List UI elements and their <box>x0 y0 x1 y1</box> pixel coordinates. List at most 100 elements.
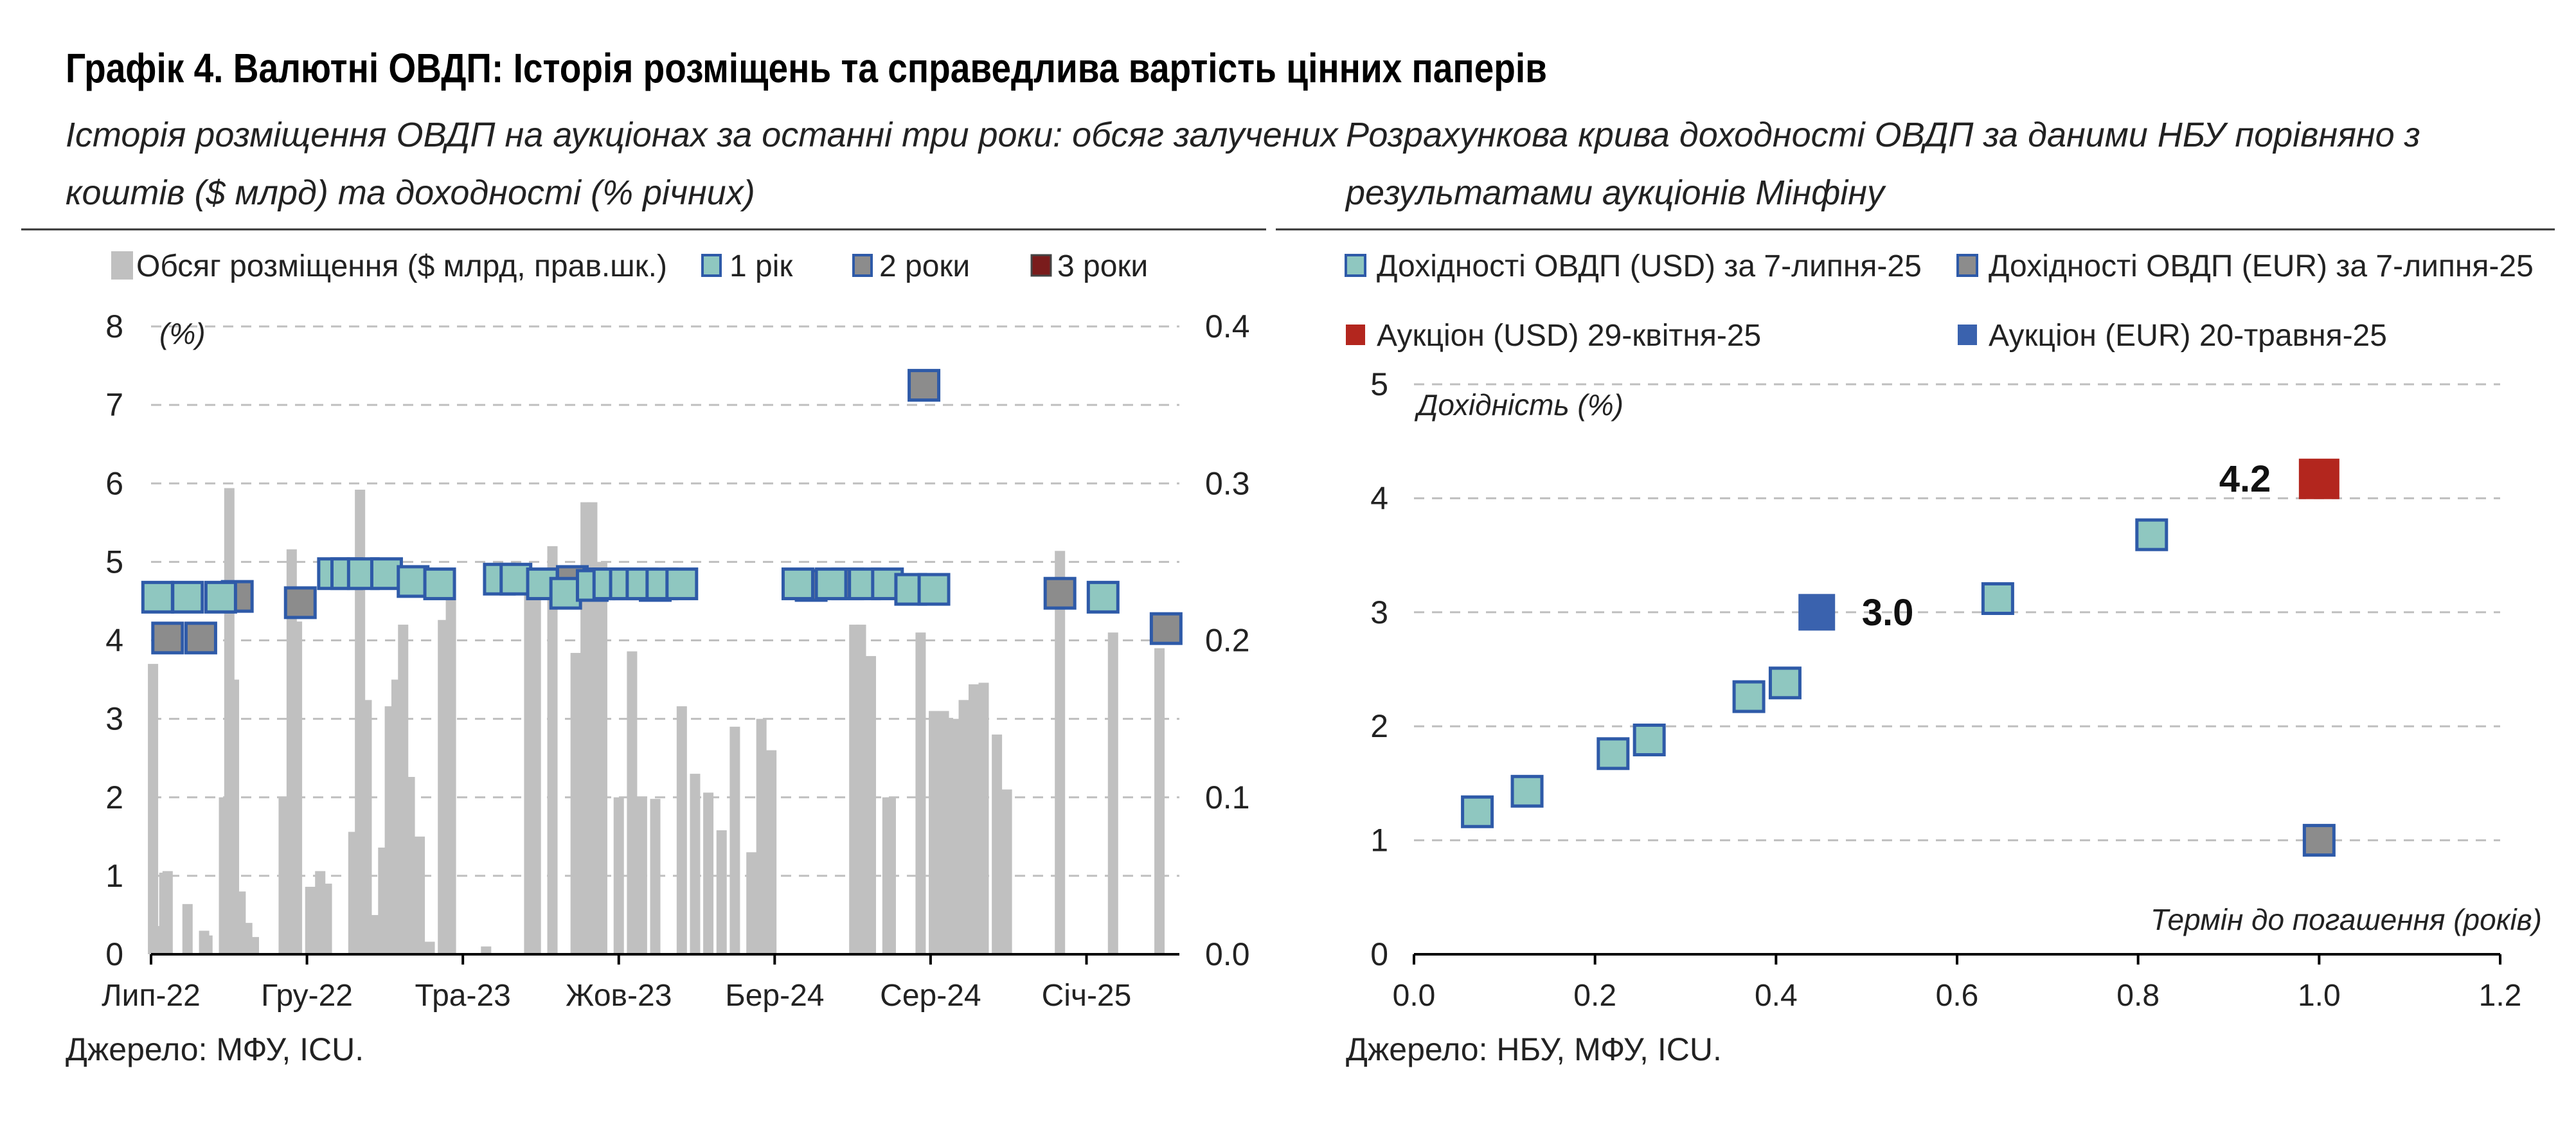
marker-2y <box>1149 612 1183 645</box>
volume-bar <box>949 718 960 954</box>
volume-bar <box>992 735 1003 954</box>
right-source: Джерело: НБУ, МФУ, ICU. <box>1346 1031 1722 1067</box>
right-y-tick-label: 0.2 <box>1205 623 1250 659</box>
volume-bar <box>361 700 372 954</box>
volume-bar <box>613 797 624 954</box>
right-x-tick-label: 0.4 <box>1755 979 1798 1013</box>
volume-bar <box>445 569 456 954</box>
volume-bar <box>404 776 415 954</box>
left-chart-title-line2: коштів ($ млрд) та доходності (% річних) <box>66 174 755 212</box>
left-x-tick-label: Жов-23 <box>566 979 672 1013</box>
left-x-tick-label: Бер-24 <box>725 979 824 1013</box>
volume-bar <box>587 502 598 954</box>
left-y-unit-label: (%) <box>159 317 206 350</box>
marker-usd-curve <box>1981 582 2014 616</box>
volume-bar <box>855 625 866 954</box>
left-y-tick-label: 7 <box>105 387 123 423</box>
left-y-tick-label: 2 <box>105 779 123 815</box>
marker-eur-auction <box>1798 594 1836 631</box>
volume-bar <box>182 904 193 954</box>
left-x-tick-label: Гру-22 <box>261 979 353 1013</box>
volume-bar <box>915 632 926 954</box>
volume-bar <box>627 651 638 954</box>
marker-usd-curve <box>1768 666 1802 700</box>
right-x-axis-label: Термін до погашення (років) <box>2151 903 2542 936</box>
volume-bar <box>703 792 714 954</box>
legend-label-usd-curve: Дохідності ОВДП (USD) за 7-липня-25 <box>1377 249 1922 283</box>
volume-bar <box>438 619 449 954</box>
volume-bar <box>229 679 240 954</box>
right-x-tick-label: 0.0 <box>1393 979 1436 1013</box>
legend-swatch-eur-curve <box>1956 254 1978 277</box>
volume-bar <box>650 799 661 954</box>
volume-bar <box>424 941 435 954</box>
right-y-tick-label: 3 <box>1370 594 1388 630</box>
legend-swatch-usd-curve <box>1345 254 1366 277</box>
left-x-tick-label: Сер-24 <box>880 979 981 1013</box>
volume-bar <box>766 750 777 954</box>
marker-eur-curve <box>2302 824 2336 857</box>
data-label-usd-auction: 4.2 <box>2219 458 2271 500</box>
right-y-tick-label: 4 <box>1370 480 1388 516</box>
right-y-tick-label: 0.4 <box>1205 308 1250 344</box>
right-y-tick-label: 2 <box>1370 708 1388 744</box>
legend-swatch-3y <box>1030 254 1052 277</box>
right-x-tick-label: 1.2 <box>2479 979 2522 1013</box>
volume-bar <box>746 852 757 954</box>
right-y-tick-label: 0.0 <box>1205 936 1250 972</box>
volume-bar <box>1055 551 1066 954</box>
volume-bar <box>570 653 581 954</box>
volume-bar <box>958 700 969 954</box>
volume-bar <box>368 914 379 954</box>
legend-swatch-eur-auction <box>1958 325 1977 345</box>
right-legend: Дохідності ОВДП (USD) за 7-липня-25 Дохід… <box>1345 249 2534 353</box>
left-x-tick-label: Січ-25 <box>1042 979 1132 1013</box>
marker-usd-auction <box>2298 458 2339 499</box>
right-plot: 0.0 0.2 0.4 0.6 0.8 1.0 1.2 0 1 2 3 4 5 Дохідність (%… <box>1370 366 2542 1013</box>
volume-bar <box>978 682 989 954</box>
volume-bar <box>278 797 289 954</box>
legend-swatch-usd-auction <box>1346 325 1365 345</box>
volume-bar <box>1107 632 1118 954</box>
legend-label-eur-curve: Дохідності ОВДП (EUR) за 7-липня-25 <box>1989 249 2534 283</box>
right-y-tick-label: 0 <box>1370 936 1388 972</box>
right-x-tick-label: 0.2 <box>1573 979 1616 1013</box>
legend-label-eur-auction: Аукціон (EUR) 20-травня-25 <box>1989 319 2387 353</box>
right-y-tick-label: 0.3 <box>1205 465 1250 501</box>
volume-bar <box>636 797 647 954</box>
volume-bar <box>292 621 303 954</box>
legend-swatch-volume <box>111 251 133 280</box>
left-source: Джерело: МФУ, ICU. <box>66 1031 364 1067</box>
volume-bar <box>547 546 558 954</box>
volume-bar <box>481 946 492 954</box>
right-x-tick-label: 0.6 <box>1936 979 1979 1013</box>
volume-bar <box>885 797 896 954</box>
legend-label-usd-auction: Аукціон (USD) 29-квітня-25 <box>1377 319 1761 353</box>
left-legend: Обсяг розміщення ($ млрд, прав.шк.) 1 рік… <box>111 249 1148 283</box>
right-y-tick-label: 1 <box>1370 823 1388 859</box>
marker-1y <box>423 567 456 601</box>
volume-bar <box>202 935 213 954</box>
volume-bar <box>938 711 949 954</box>
marker-usd-curve <box>1597 737 1630 770</box>
left-chart: Історія розміщення ОВДП на аукціонах за … <box>21 116 1339 1067</box>
left-y-tick-label: 1 <box>105 858 123 894</box>
legend-swatch-1y <box>701 254 722 277</box>
marker-2y <box>908 369 941 402</box>
marker-1y <box>204 580 237 614</box>
volume-bar <box>716 830 727 954</box>
volume-bar <box>929 711 940 954</box>
right-chart-title-line1: Розрахункова крива доходності ОВДП за да… <box>1346 116 2420 154</box>
marker-1y <box>781 567 814 601</box>
volume-bar <box>969 684 979 954</box>
right-chart-title-line2: результатами аукціонів Мінфіну <box>1345 174 1886 212</box>
marker-1y <box>141 580 174 614</box>
volume-bar <box>321 884 332 954</box>
volume-bar <box>596 562 607 954</box>
right-y-axis-label: Дохідність (%) <box>1414 388 1623 422</box>
marker-1y <box>665 567 699 601</box>
legend-label-3y: 3 роки <box>1057 249 1148 283</box>
volume-bar <box>249 937 259 954</box>
marker-2y <box>184 621 217 655</box>
marker-1y <box>1086 580 1120 614</box>
